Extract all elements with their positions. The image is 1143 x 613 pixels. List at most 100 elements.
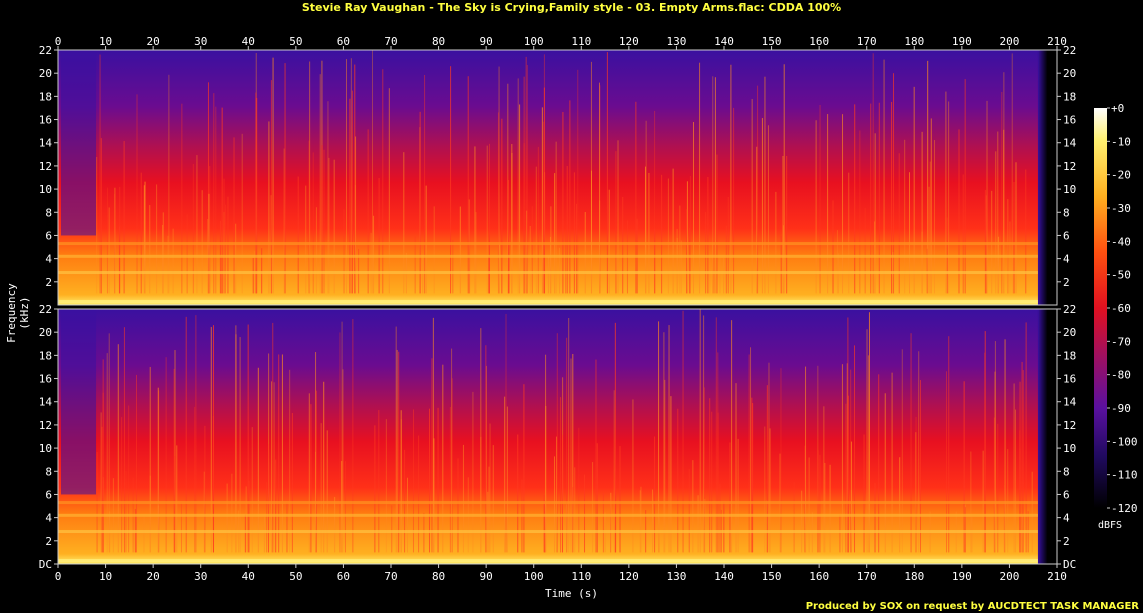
transient-streak xyxy=(523,384,525,553)
transient-streak xyxy=(750,347,752,553)
transient-streak xyxy=(469,202,471,294)
transient-streak xyxy=(606,52,608,294)
y-tick-label: 14 xyxy=(39,396,53,409)
transient-streak xyxy=(143,517,145,553)
y-tick-label: 10 xyxy=(39,442,52,455)
transient-streak xyxy=(414,236,416,294)
transient-streak xyxy=(1025,322,1027,553)
transient-streak xyxy=(592,462,594,553)
y-tick-label: 16 xyxy=(39,373,52,386)
transient-streak xyxy=(507,83,509,294)
spectrogram-channel-1 xyxy=(57,49,1058,306)
transient-streak xyxy=(561,434,563,553)
transient-streak xyxy=(596,443,598,553)
transient-streak xyxy=(268,121,270,294)
y-tick-label: 8 xyxy=(45,206,52,219)
transient-streak xyxy=(569,100,571,294)
transient-streak xyxy=(488,466,490,553)
transient-streak xyxy=(543,494,545,553)
transient-streak xyxy=(679,205,681,294)
transient-streak xyxy=(450,66,452,294)
y-tick-label: 22 xyxy=(39,303,52,316)
transient-streak xyxy=(717,412,719,553)
transient-streak xyxy=(1022,370,1024,553)
y-tick-label: 12 xyxy=(39,419,52,432)
x-tick-label: 120 xyxy=(619,570,639,583)
transient-streak xyxy=(994,371,996,553)
transient-streak xyxy=(226,483,228,553)
transient-streak xyxy=(783,64,785,294)
transient-streak xyxy=(244,514,246,553)
transient-streak xyxy=(1004,339,1006,553)
transient-streak xyxy=(431,358,433,553)
colorbar-unit: dBFS xyxy=(1098,520,1123,531)
harmonic-band xyxy=(58,559,1038,563)
y-tick-label: 6 xyxy=(1063,488,1070,501)
transient-streak xyxy=(212,415,214,553)
transient-streak xyxy=(261,248,263,294)
transient-streak xyxy=(403,152,405,294)
transient-streak xyxy=(635,101,637,294)
transient-streak xyxy=(878,374,880,553)
transient-streak xyxy=(676,228,678,294)
transient-streak xyxy=(341,321,343,553)
transient-streak xyxy=(194,406,196,553)
transient-streak xyxy=(367,129,369,294)
harmonic-band xyxy=(58,254,1038,258)
transient-streak xyxy=(608,189,610,294)
y-tick-label: 20 xyxy=(39,67,52,80)
colorbar-tick-label: -70 xyxy=(1111,335,1131,348)
transient-streak xyxy=(180,502,182,553)
transient-streak xyxy=(323,381,325,553)
transient-streak xyxy=(474,146,476,294)
transient-streak xyxy=(864,207,866,294)
x-tick-label: 190 xyxy=(952,570,972,583)
transient-streak xyxy=(836,230,838,294)
transient-streak xyxy=(971,517,973,553)
footer-credit: Produced by SOX on request by AUCDTECT T… xyxy=(805,601,1139,612)
x-tick-label: 130 xyxy=(666,570,686,583)
transient-streak xyxy=(556,436,558,553)
transient-streak xyxy=(451,348,453,553)
colorbar-tick-label: -120 xyxy=(1111,502,1138,515)
colorbar-tick-label: -30 xyxy=(1111,202,1131,215)
transient-streak xyxy=(713,226,715,294)
transient-streak xyxy=(842,114,844,294)
transient-streak xyxy=(566,337,568,553)
transient-streak xyxy=(566,504,568,553)
y-tick-label: 6 xyxy=(45,229,52,242)
x-tick-label: 200 xyxy=(999,35,1019,48)
x-tick-label: 160 xyxy=(809,35,829,48)
colorbar-tick-label: +0 xyxy=(1111,102,1124,115)
transient-streak xyxy=(488,234,490,294)
transient-streak xyxy=(918,351,920,553)
transient-streak xyxy=(574,467,576,553)
transient-streak xyxy=(320,423,322,553)
transient-streak xyxy=(210,326,212,553)
x-tick-label: 110 xyxy=(571,35,591,48)
transient-streak xyxy=(645,166,647,294)
transient-streak xyxy=(703,387,705,553)
transient-streak xyxy=(801,490,803,553)
transient-streak xyxy=(492,445,494,553)
transient-streak xyxy=(156,184,158,294)
transient-streak xyxy=(517,78,519,294)
x-tick-label: 60 xyxy=(337,35,350,48)
transient-streak xyxy=(488,143,490,294)
transient-streak xyxy=(283,148,285,294)
transient-streak xyxy=(245,486,247,553)
transient-streak xyxy=(352,319,354,553)
transient-streak xyxy=(748,354,750,553)
transient-streak xyxy=(136,94,138,294)
transient-streak xyxy=(102,392,104,553)
colorbar-tick-label: -90 xyxy=(1111,402,1131,415)
transient-streak xyxy=(497,112,499,294)
y-tick-label: DC xyxy=(1063,558,1076,571)
y-tick-label: 20 xyxy=(1063,67,1076,80)
transient-streak xyxy=(712,242,714,294)
transient-streak xyxy=(498,244,500,294)
transient-streak xyxy=(613,390,615,553)
transient-streak xyxy=(432,317,434,553)
transient-streak xyxy=(986,258,988,294)
transient-streak xyxy=(451,378,453,553)
